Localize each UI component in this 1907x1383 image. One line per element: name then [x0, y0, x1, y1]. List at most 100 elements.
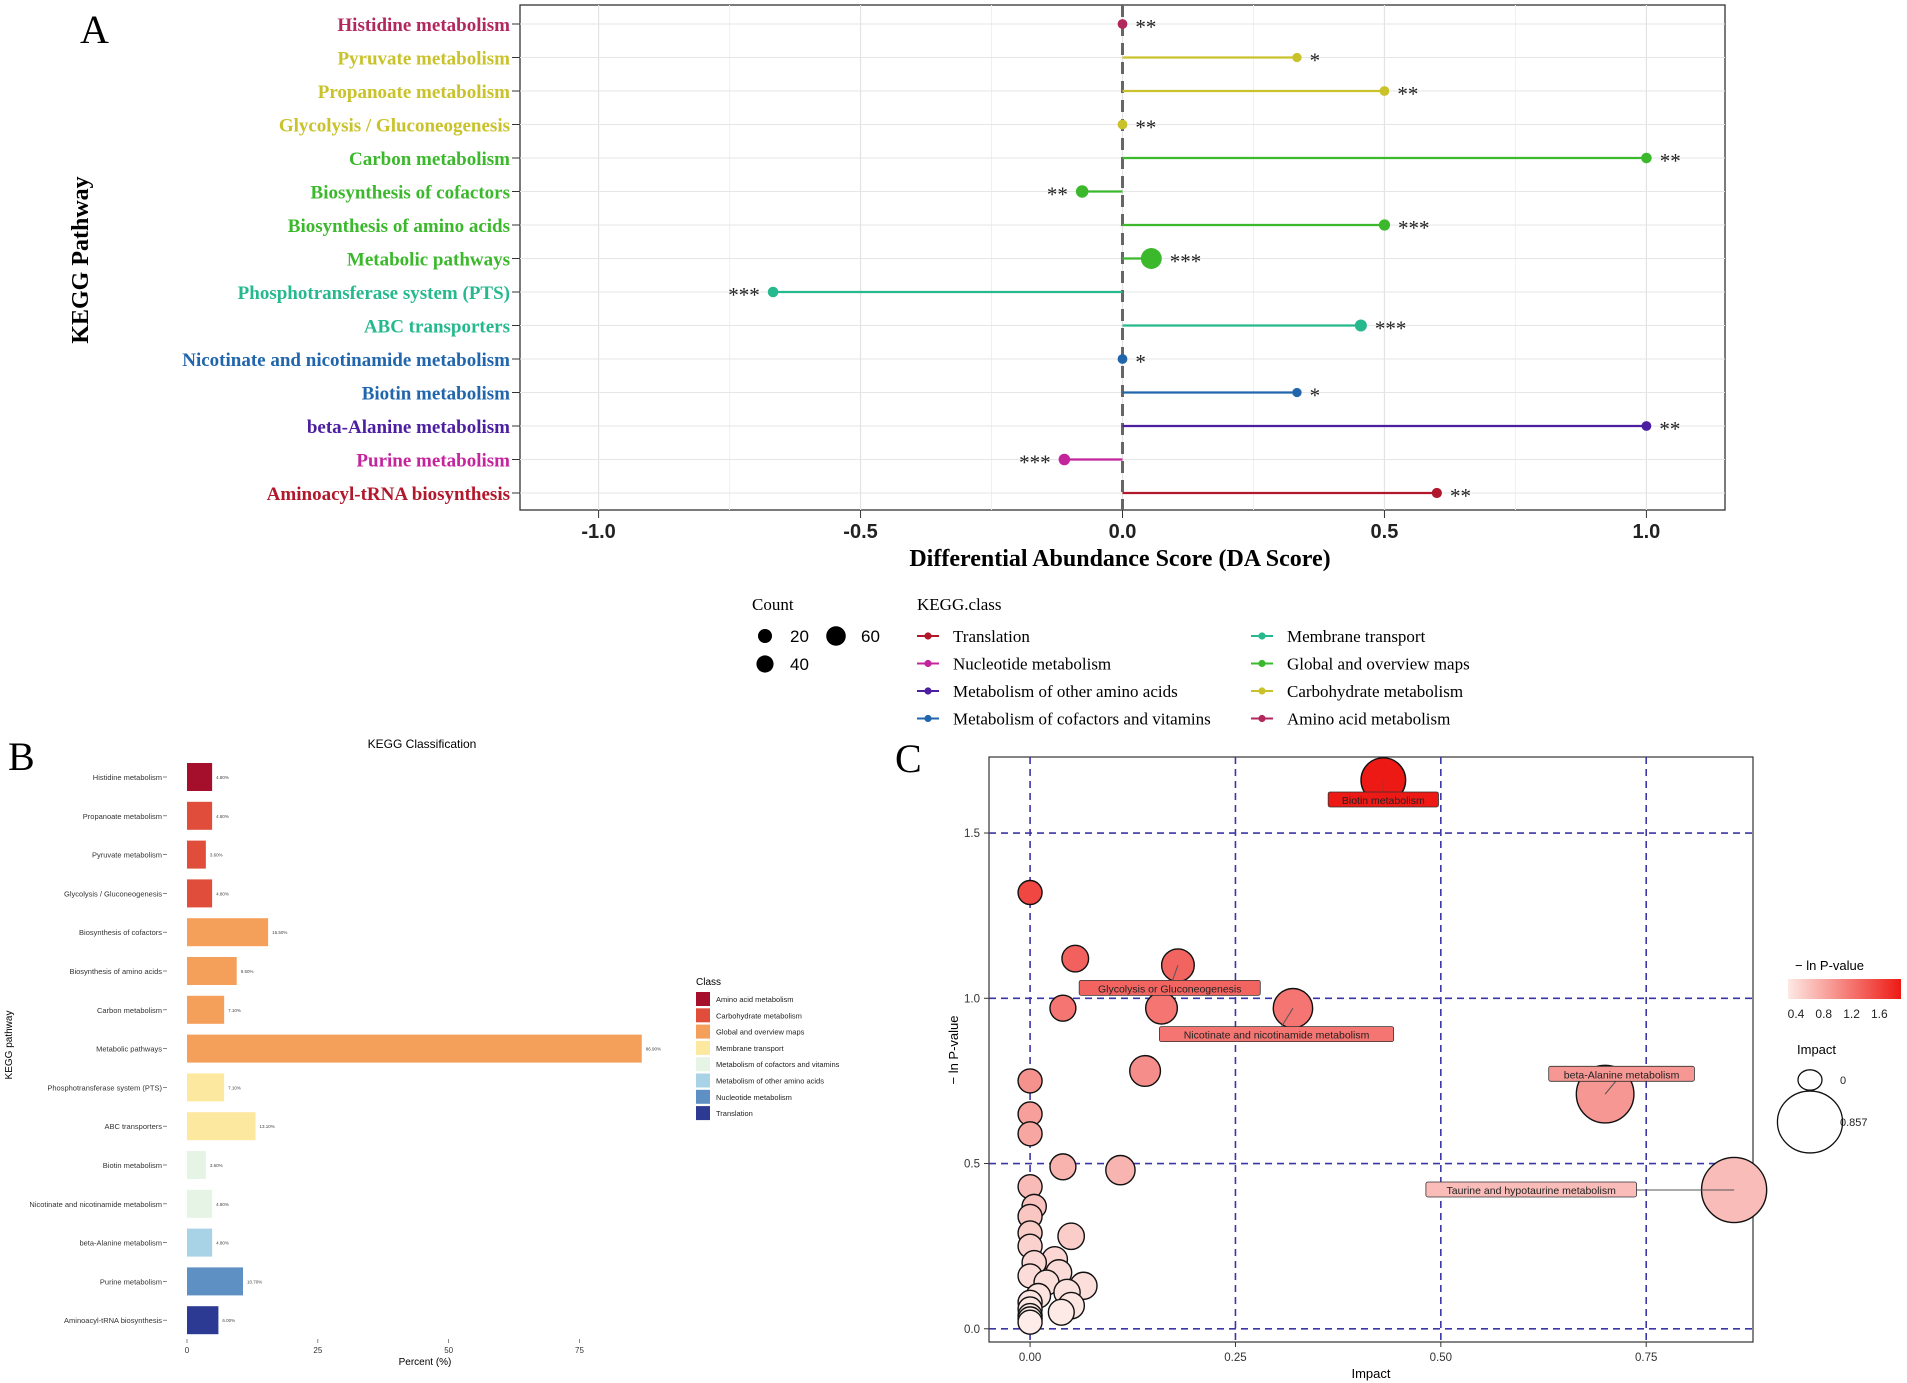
x-tick-label: 0 — [185, 1346, 190, 1355]
scatter-point — [1017, 1121, 1043, 1147]
bar — [187, 1073, 225, 1102]
scatter-point — [1017, 879, 1043, 906]
panel-b-x-ticks: 0 25 50 75 — [185, 1339, 584, 1355]
lollipop-row: Nicotinate and nicotinamide metabolism * — [182, 350, 1146, 374]
bar-value-label: 4.80% — [216, 814, 229, 819]
panel-b-bars: Histidine metabolism 4.80%Propanoate meta… — [29, 763, 661, 1335]
bar-value-label: 15.50% — [272, 930, 287, 935]
legend-swatch — [696, 1106, 710, 1121]
lollipop-point — [1354, 319, 1367, 332]
pathway-label: Biotin metabolism — [362, 384, 510, 405]
legend-swatch — [696, 1089, 710, 1104]
pathway-label: beta-Alanine metabolism — [307, 417, 510, 438]
bar-category-label: Biosynthesis of cofactors — [79, 928, 162, 937]
panel-b-legend: Amino acid metabolism Carbohydrate metabo… — [696, 992, 840, 1121]
color-legend-tick: 0.4 — [1788, 1007, 1805, 1021]
bar-value-label: 4.80% — [216, 1241, 229, 1246]
class-legend-dot — [1258, 659, 1266, 668]
class-legend-dot — [1258, 714, 1266, 723]
class-legend: Translation Nucleotide metabolism Metaboli… — [917, 627, 1470, 729]
bar-row: Carbon metabolism 7.10% — [97, 995, 241, 1024]
class-legend-label: Carbohydrate metabolism — [1287, 682, 1463, 701]
bar-category-label: Histidine metabolism — [93, 773, 162, 782]
lollipop-point — [1379, 86, 1390, 96]
x-tick-label: 25 — [313, 1346, 322, 1355]
size-legend-title: Impact — [1797, 1042, 1836, 1057]
legend-label: Amino acid metabolism — [716, 995, 794, 1004]
lollipop-row: beta-Alanine metabolism ** — [307, 417, 1681, 441]
count-legend-symbol — [826, 626, 846, 646]
count-legend-label: 60 — [861, 627, 880, 646]
legend-swatch — [696, 1073, 710, 1088]
pathway-label: Carbon metabolism — [349, 149, 510, 170]
bar — [187, 1189, 213, 1218]
legend-swatch — [696, 1057, 710, 1072]
lollipop-row: ABC transporters *** — [364, 317, 1407, 341]
size-legend-label: 0 — [1840, 1075, 1846, 1087]
significance-label: * — [1135, 350, 1146, 374]
scatter-point — [1105, 1154, 1136, 1186]
bar-category-label: Metabolic pathways — [96, 1045, 162, 1054]
point-annotation: Biotin metabolism — [1327, 780, 1439, 808]
lollipop-point — [1292, 387, 1302, 398]
bar-row: ABC transporters 13.10% — [104, 1112, 275, 1141]
lollipop-point — [1117, 354, 1128, 364]
class-legend-title: KEGG.class — [917, 595, 1002, 614]
scatter-point — [1017, 1309, 1043, 1335]
scatter-point — [1057, 1222, 1086, 1251]
class-legend-dot — [1258, 687, 1266, 695]
lollipop-point — [1075, 185, 1089, 198]
point-annotation: Taurine and hypotaurine metabolism — [1425, 1181, 1735, 1198]
panel-c: C Biotin metabolism Glycolysis or Glucone… — [895, 736, 1901, 1381]
color-legend-tick: 1.2 — [1843, 1007, 1860, 1021]
lollipop-row: Carbon metabolism ** — [349, 149, 1681, 173]
bar-category-label: Nicotinate and nicotinamide metabolism — [29, 1200, 162, 1209]
bar-value-label: 10.70% — [247, 1279, 262, 1284]
bar — [187, 1267, 243, 1296]
bar-value-label: 13.10% — [260, 1124, 275, 1129]
bar-value-label: 86.90% — [646, 1047, 661, 1052]
bar-category-label: Pyruvate metabolism — [92, 851, 162, 860]
size-legend-symbol — [1776, 1090, 1844, 1154]
bar-row: Biotin metabolism 3.60% — [103, 1151, 223, 1179]
legend-label: Translation — [716, 1109, 753, 1118]
pathway-label: Biosynthesis of amino acids — [288, 216, 510, 237]
bar-value-label: 9.50% — [241, 969, 254, 974]
point-annotation: beta-Alanine metabolism — [1548, 1065, 1695, 1095]
panel-a-letter: A — [80, 7, 109, 52]
panel-c-plot-area — [988, 756, 1754, 1343]
lollipop-row: Aminoacyl-tRNA biosynthesis ** — [267, 484, 1471, 508]
lollipop-row: Purine metabolism *** — [356, 451, 1123, 475]
lollipop-row: Phosphotransferase system (PTS) *** — [238, 283, 1123, 307]
panel-b-x-label: Percent (%) — [399, 1357, 452, 1368]
panel-c-y-label: − ln P-value — [946, 1015, 961, 1084]
bar-value-label: 4.80% — [216, 891, 229, 896]
x-tick-label: 75 — [575, 1346, 584, 1355]
significance-label: *** — [728, 283, 760, 307]
size-legend-label: 0.857 — [1840, 1117, 1868, 1129]
panel-c-ticks: 0.00 0.25 0.50 0.75 0.0 0.5 1.0 1.5 — [964, 828, 1657, 1364]
significance-label: ** — [1659, 417, 1680, 441]
color-legend-ticks: 0.4 0.8 1.2 1.6 — [1788, 1007, 1888, 1021]
lollipop-row: Metabolic pathways *** — [347, 248, 1201, 274]
panel-a-x-ticks: -1.0 -0.5 0.0 0.5 1.0 — [581, 510, 1660, 543]
y-tick-label: 0.0 — [964, 1324, 980, 1336]
point-annotation: Nicotinate and nicotinamide metabolism — [1159, 1007, 1395, 1043]
bar-category-label: ABC transporters — [104, 1122, 162, 1131]
bar-category-label: Biotin metabolism — [103, 1161, 162, 1170]
bar — [187, 763, 213, 791]
lollipop-row: Histidine metabolism ** — [337, 15, 1156, 39]
count-legend: 20 40 60 — [756, 626, 880, 674]
scatter-point — [1017, 1068, 1043, 1094]
bar-category-label: beta-Alanine metabolism — [79, 1239, 162, 1248]
color-legend-title: − ln P-value — [1795, 958, 1864, 973]
x-tick-label: 0.50 — [1430, 1352, 1452, 1364]
color-legend-bar — [1788, 979, 1901, 999]
panel-b-title: KEGG Classification — [368, 737, 477, 751]
bar-row: beta-Alanine metabolism 4.80% — [79, 1228, 229, 1257]
lollipop-point — [1378, 219, 1391, 231]
pathway-label: Glycolysis / Gluconeogenesis — [279, 116, 510, 137]
bar-category-label: Purine metabolism — [100, 1277, 162, 1286]
count-legend-label: 20 — [790, 627, 809, 646]
annotation-label: Taurine and hypotaurine metabolism — [1447, 1185, 1617, 1197]
